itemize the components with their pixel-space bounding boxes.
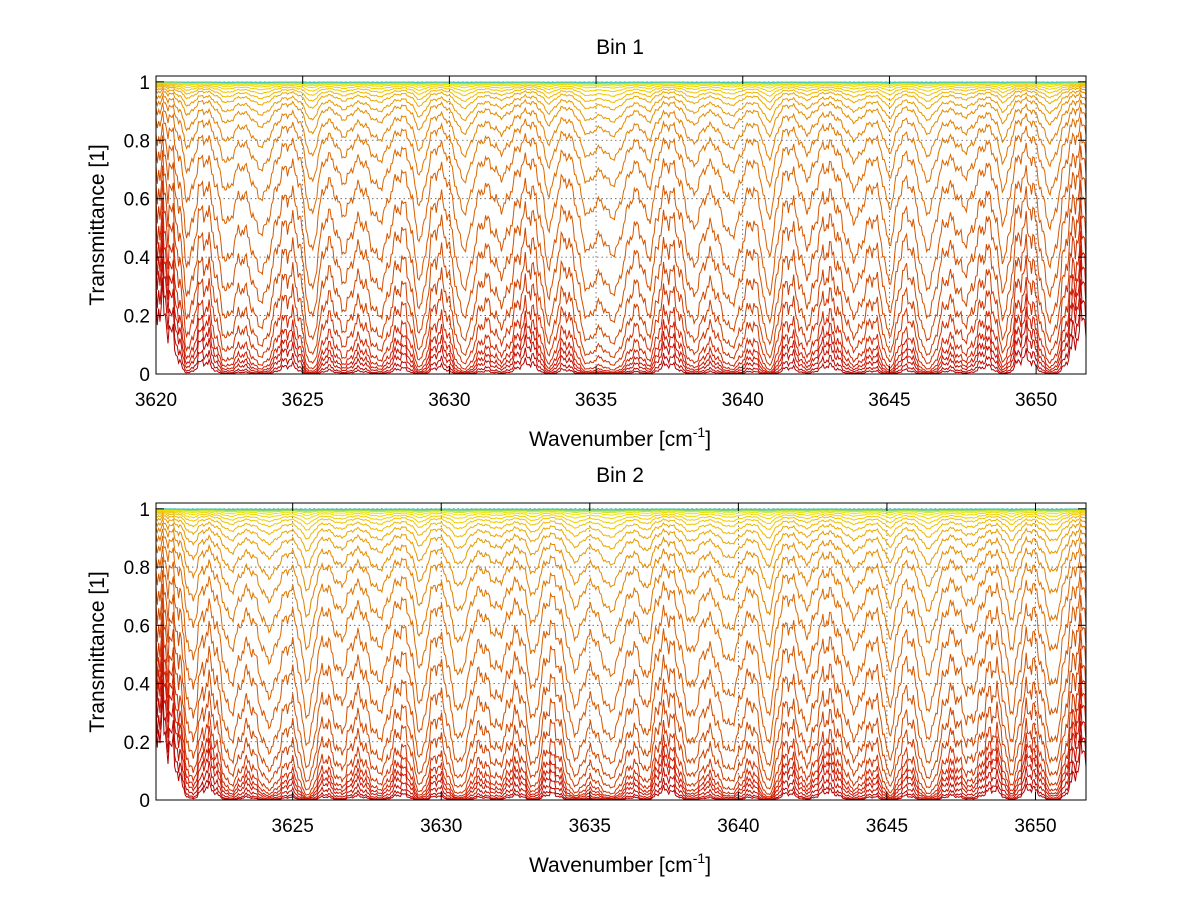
series-line-bin-2-18 [155, 511, 1087, 540]
series-line-bin-2-17 [155, 512, 1087, 553]
x-axis-label-text-bin-1: Wavenumber [cm [529, 428, 693, 451]
axes-frame-bin-2 [155, 502, 1087, 801]
chart-title-bin-2: Bin 2 [596, 464, 644, 487]
y-tick-label-bin-2-3: 0.6 [124, 616, 150, 637]
series-line-bin-2-25 [155, 508, 1087, 511]
series-line-bin-1-16 [155, 86, 1087, 124]
series-line-bin-2-14 [155, 522, 1087, 619]
series-line-bin-1-18 [155, 83, 1087, 104]
axes-background-bin-1 [156, 76, 1086, 374]
series-line-bin-1-23 [155, 81, 1087, 86]
x-axis-label-text-bin-2: Wavenumber [cm [529, 854, 693, 877]
series-line-bin-2-2 [155, 662, 1087, 801]
series-group-bin-2 [155, 508, 1087, 801]
x-tick-label-bin-2-4: 3645 [866, 816, 908, 837]
y-tick-label-bin-1-5: 1 [139, 73, 150, 94]
x-axis-label-sup-bin-2: -1 [693, 850, 706, 866]
x-tick-label-bin-2-5: 3650 [1014, 816, 1056, 837]
series-line-bin-1-8 [155, 150, 1087, 346]
series-line-bin-2-8 [155, 583, 1087, 783]
series-line-bin-2-9 [155, 570, 1087, 769]
y-axis-label-bin-2: Transmittance [1] [86, 571, 109, 732]
x-tick-label-bin-1-4: 3640 [722, 390, 764, 411]
x-tick-label-bin-1-3: 3635 [575, 390, 617, 411]
series-line-bin-1-2 [155, 239, 1087, 375]
y-tick-label-bin-2-2: 0.4 [124, 675, 151, 696]
series-line-bin-1-11 [155, 111, 1087, 258]
x-axis-label-close-bin-2: ] [705, 854, 711, 877]
x-tick-label-bin-1-0: 3620 [135, 390, 177, 411]
y-tick-label-bin-1-3: 0.6 [124, 190, 150, 211]
x-axis-label-bin-1: Wavenumber [cm-1] [529, 424, 711, 451]
x-axis-label-close-bin-1: ] [705, 428, 711, 451]
series-line-bin-2-4 [155, 635, 1087, 800]
x-axis-label-bin-2: Wavenumber [cm-1] [529, 850, 711, 877]
series-line-bin-2-23 [155, 508, 1087, 514]
y-tick-label-bin-2-5: 1 [139, 500, 150, 521]
series-line-bin-2-3 [155, 646, 1087, 800]
x-tick-label-bin-2-1: 3630 [420, 816, 462, 837]
plot-bin-2: Bin 2 3625 3630 3635 3640 3645 3650 0 0.2 0.4 0.6… [86, 464, 1087, 877]
series-line-bin-2-20 [155, 509, 1087, 525]
series-line-bin-2-12 [155, 535, 1087, 684]
plot-bin-1: Bin 1 3620 3625 3630 3635 3640 3645 3650 0 0.2 0.… [86, 36, 1087, 451]
series-line-bin-2-5 [155, 624, 1087, 798]
series-line-bin-2-7 [155, 597, 1087, 791]
series-line-bin-1-9 [155, 135, 1087, 325]
series-line-bin-1-17 [155, 84, 1087, 111]
x-tick-label-bin-2-0: 3625 [272, 816, 314, 837]
axes-frame-bin-1 [155, 75, 1087, 375]
series-line-bin-1-4 [155, 211, 1087, 373]
series-line-bin-2-11 [155, 545, 1087, 720]
x-tick-label-bin-1-6: 3650 [1015, 390, 1057, 411]
x-axis-label-sup-bin-1: -1 [693, 424, 706, 440]
series-line-bin-2-6 [155, 612, 1087, 796]
y-tick-label-bin-1-4: 0.8 [124, 131, 150, 152]
series-line-bin-1-14 [155, 90, 1087, 162]
series-line-bin-1-20 [155, 82, 1087, 93]
ticks-bin-2: 3625 3630 3635 3640 3645 3650 0 0.2 0.4 0.6 0.8 1 [124, 500, 1086, 837]
series-line-bin-2-22 [155, 509, 1087, 517]
x-tick-label-bin-1-5: 3645 [868, 390, 910, 411]
series-line-bin-1-19 [155, 83, 1087, 97]
series-line-bin-1-7 [155, 165, 1087, 359]
y-tick-label-bin-2-0: 0 [139, 791, 150, 812]
series-line-bin-2-24 [155, 508, 1087, 512]
series-line-bin-2-10 [155, 556, 1087, 747]
y-tick-label-bin-1-1: 0.2 [124, 307, 150, 328]
series-line-bin-1-26 [156, 81, 1087, 83]
x-tick-label-bin-1-1: 3625 [282, 390, 324, 411]
series-line-bin-2-19 [155, 510, 1087, 531]
series-line-bin-1-3 [155, 225, 1087, 374]
x-tick-label-bin-1-2: 3630 [428, 390, 470, 411]
series-line-bin-2-15 [155, 517, 1087, 592]
series-line-bin-1-22 [155, 81, 1087, 87]
y-tick-label-bin-1-2: 0.4 [124, 248, 151, 269]
ticks-bin-1: 3620 3625 3630 3635 3640 3645 3650 0 0.2 0.4 0.6 0.… [124, 73, 1086, 411]
y-axis-label-bin-1: Transmittance [1] [86, 144, 109, 305]
chart-title-bin-1: Bin 1 [596, 36, 644, 59]
x-tick-label-bin-2-3: 3640 [717, 816, 759, 837]
x-tick-label-bin-2-2: 3635 [569, 816, 611, 837]
series-line-bin-1-15 [155, 87, 1087, 139]
series-line-bin-2-13 [155, 528, 1087, 651]
y-tick-label-bin-2-1: 0.2 [124, 733, 150, 754]
series-line-bin-1-5 [155, 197, 1087, 371]
series-line-bin-1-10 [155, 123, 1087, 297]
series-line-bin-1-21 [155, 82, 1087, 89]
series-line-bin-2-21 [155, 509, 1087, 520]
series-line-bin-1-12 [155, 102, 1087, 221]
series-line-bin-1-13 [155, 94, 1087, 189]
series-line-bin-1-6 [155, 180, 1087, 367]
y-tick-label-bin-1-0: 0 [139, 365, 150, 386]
series-line-bin-2-16 [155, 514, 1087, 569]
y-tick-label-bin-2-4: 0.8 [124, 558, 150, 579]
